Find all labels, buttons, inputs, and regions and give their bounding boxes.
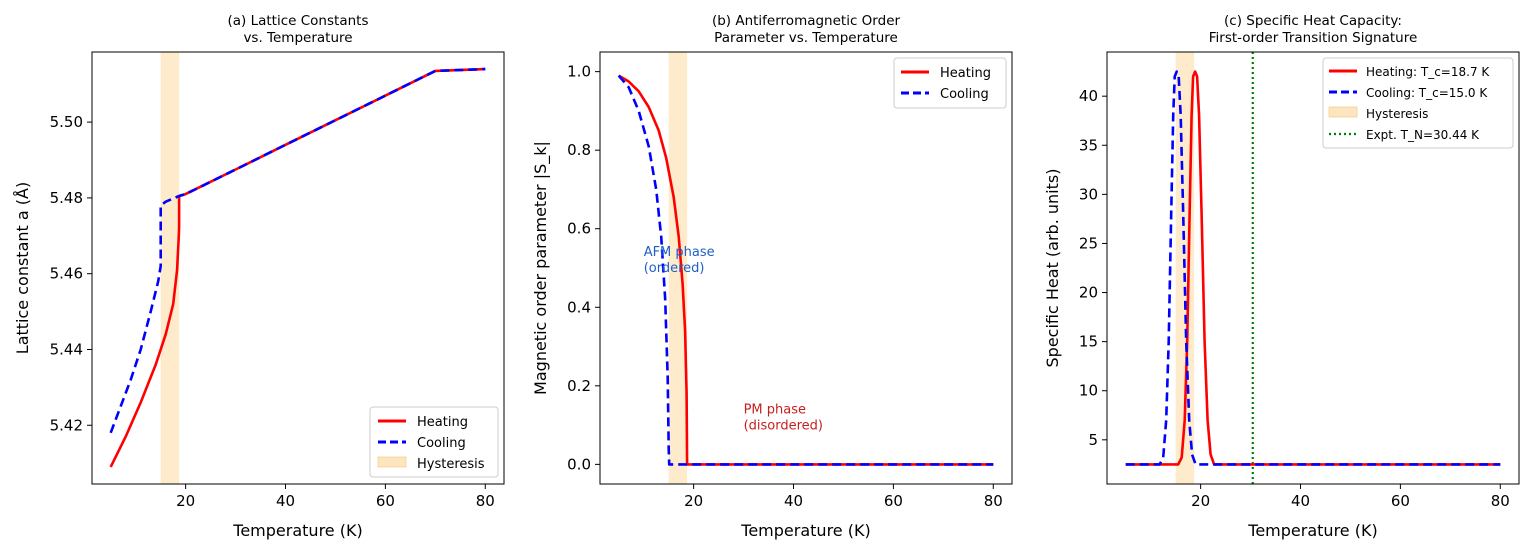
chart-b-ticks-layer: 20 40 60 80 0.0 0.2 0.4 0.6 0.8 1.0 bbox=[567, 63, 1003, 510]
chart-a-ylabel: Lattice constant a (Å) bbox=[13, 182, 32, 354]
chart-b-annotation-pm-line-2: (disordered) bbox=[744, 418, 823, 433]
chart-panel-a: (a) Lattice Constants vs. Temperature 20… bbox=[13, 13, 505, 540]
chart-c-xtick-label: 80 bbox=[1491, 492, 1510, 510]
chart-b-xtick-label: 80 bbox=[984, 492, 1003, 510]
chart-a-ytick-label: 5.44 bbox=[50, 340, 83, 358]
chart-a-xtick-label: 20 bbox=[176, 492, 195, 510]
chart-b-xtick-label: 60 bbox=[884, 492, 903, 510]
chart-a-xlabel: Temperature (K) bbox=[232, 521, 362, 540]
chart-a-ytick-label: 5.48 bbox=[50, 189, 83, 207]
chart-c-ytick-label: 25 bbox=[1079, 234, 1098, 252]
chart-b-legend: Heating Cooling bbox=[893, 57, 1007, 109]
chart-c-ytick-label: 30 bbox=[1079, 185, 1098, 203]
chart-panel-c: (c) Specific Heat Capacity: First-order … bbox=[1043, 13, 1520, 540]
chart-a-ytick-label: 5.42 bbox=[50, 416, 83, 434]
chart-c-legend: Heating: T_c=18.7 K Cooling: T_c=15.0 K … bbox=[1322, 57, 1514, 149]
chart-b-ytick-label: 0.2 bbox=[567, 377, 591, 395]
chart-c-ticks-layer: 20 40 60 80 5 10 15 20 25 30 35 40 bbox=[1079, 87, 1510, 510]
chart-a-legend-heating-label: Heating bbox=[417, 415, 468, 430]
chart-c-ylabel: Specific Heat (arb. units) bbox=[1043, 169, 1062, 368]
chart-c-legend-hysteresis-label: Hysteresis bbox=[1366, 107, 1428, 121]
chart-b-series-cooling bbox=[617, 74, 994, 466]
chart-a-xtick-label: 60 bbox=[376, 492, 395, 510]
chart-b-band bbox=[668, 52, 688, 484]
chart-b-series-layer bbox=[617, 74, 994, 466]
chart-b-ytick-label: 0.0 bbox=[567, 455, 591, 473]
chart-c-series-cooling bbox=[1125, 70, 1501, 466]
chart-c-legend-cooling-label: Cooling: T_c=15.0 K bbox=[1366, 86, 1488, 100]
chart-b-legend-heating-label: Heating bbox=[940, 66, 991, 81]
chart-c-ytick-label: 40 bbox=[1079, 87, 1098, 105]
chart-c-title-line-2: First-order Transition Signature bbox=[1209, 30, 1418, 46]
chart-c-ytick-label: 15 bbox=[1079, 333, 1098, 351]
chart-c-legend-expt-label: Expt. T_N=30.44 K bbox=[1366, 128, 1480, 142]
chart-c-legend-box bbox=[1322, 57, 1514, 149]
chart-c-legend-heating-label: Heating: T_c=18.7 K bbox=[1366, 65, 1490, 79]
chart-a-band bbox=[160, 52, 180, 484]
chart-c-xtick-label: 60 bbox=[1391, 492, 1410, 510]
chart-b-annotation-afm-line-1: AFM phase bbox=[644, 245, 715, 260]
chart-b-ytick-label: 0.6 bbox=[567, 220, 591, 238]
chart-a-ticks-layer: 20 40 60 80 5.42 5.44 5.46 5.48 5.50 bbox=[50, 113, 495, 510]
chart-c-frame bbox=[1106, 51, 1520, 485]
chart-a-ytick-label: 5.46 bbox=[50, 265, 83, 283]
chart-c-xlabel: Temperature (K) bbox=[1247, 521, 1377, 540]
chart-c-ytick-label: 20 bbox=[1079, 284, 1098, 302]
chart-a-title-line-1: (a) Lattice Constants bbox=[228, 13, 369, 29]
chart-c-ytick-label: 10 bbox=[1079, 382, 1098, 400]
chart-b-title-line-1: (b) Antiferromagnetic Order bbox=[712, 13, 901, 29]
chart-b-xtick-label: 40 bbox=[784, 492, 803, 510]
chart-b-xtick-label: 20 bbox=[684, 492, 703, 510]
chart-b-frame bbox=[599, 51, 1013, 485]
chart-a-legend-hysteresis-swatch bbox=[377, 456, 407, 468]
chart-c-legend-hysteresis-swatch bbox=[1328, 106, 1358, 118]
chart-b-xlabel: Temperature (K) bbox=[740, 521, 870, 540]
chart-c-xtick-label: 40 bbox=[1291, 492, 1310, 510]
chart-b-annotation-pm-line-1: PM phase bbox=[744, 402, 806, 417]
chart-c-title-line-1: (c) Specific Heat Capacity: bbox=[1224, 13, 1402, 29]
chart-c-series-layer bbox=[1125, 70, 1501, 466]
chart-b-ytick-label: 0.4 bbox=[567, 298, 591, 316]
chart-a-xtick-label: 80 bbox=[476, 492, 495, 510]
chart-b-ylabel: Magnetic order parameter |S_k| bbox=[531, 141, 551, 395]
chart-a-series-layer bbox=[109, 67, 486, 468]
chart-a-ytick-label: 5.50 bbox=[50, 113, 83, 131]
chart-a-title-line-2: vs. Temperature bbox=[243, 30, 352, 46]
chart-b-annotation-afm-line-2: (ordered) bbox=[644, 261, 705, 276]
chart-c-series-heating bbox=[1125, 70, 1501, 466]
chart-b-ytick-label: 1.0 bbox=[567, 63, 591, 81]
chart-a-legend-cooling-label: Cooling bbox=[417, 436, 466, 451]
chart-a-legend-hysteresis-label: Hysteresis bbox=[417, 457, 485, 472]
chart-a-legend: Heating Cooling Hysteresis bbox=[369, 406, 499, 478]
chart-a-xtick-label: 40 bbox=[276, 492, 295, 510]
chart-a-frame bbox=[91, 51, 505, 485]
chart-c-ytick-label: 5 bbox=[1088, 431, 1098, 449]
chart-c-xtick-label: 20 bbox=[1191, 492, 1210, 510]
chart-b-ytick-label: 0.8 bbox=[567, 141, 591, 159]
chart-b-legend-cooling-label: Cooling bbox=[940, 87, 989, 102]
chart-panel-b: (b) Antiferromagnetic Order Parameter vs… bbox=[531, 13, 1013, 540]
chart-c-ytick-label: 35 bbox=[1079, 136, 1098, 154]
chart-b-title-line-2: Parameter vs. Temperature bbox=[714, 30, 898, 46]
chart-a-series-cooling bbox=[109, 67, 486, 434]
